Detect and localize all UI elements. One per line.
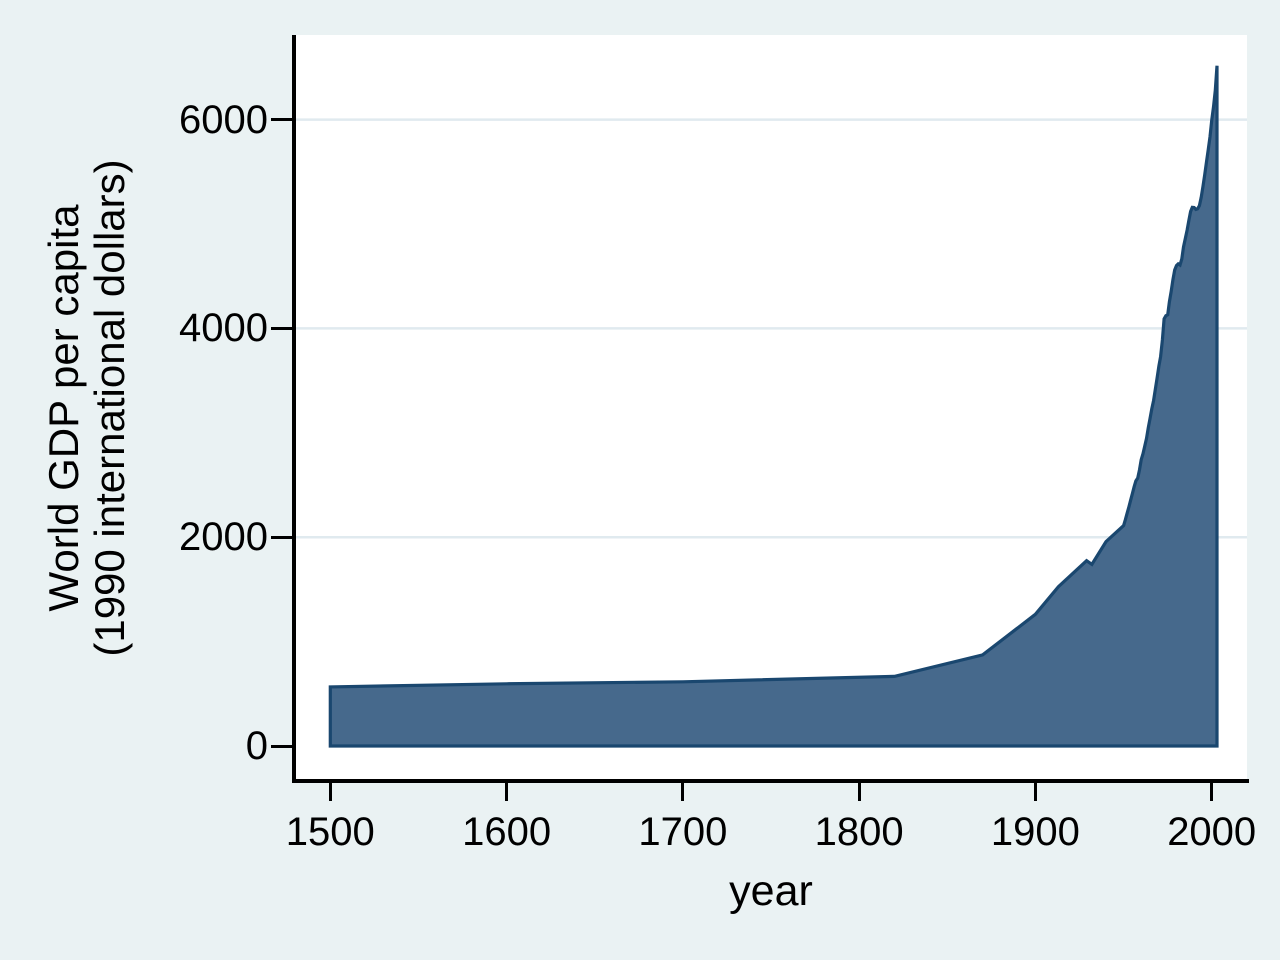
area-chart-svg bbox=[295, 65, 1247, 748]
x-tick-label: 1800 bbox=[814, 810, 904, 854]
y-axis-line bbox=[292, 35, 296, 783]
x-tick-label: 2000 bbox=[1167, 810, 1257, 854]
y-tick-mark bbox=[271, 744, 292, 748]
x-tick-mark bbox=[328, 783, 332, 801]
x-tick-label: 1500 bbox=[285, 810, 375, 854]
plot-area bbox=[295, 35, 1247, 781]
y-tick-mark bbox=[271, 535, 292, 539]
y-tick-label: 6000 bbox=[179, 97, 268, 142]
gdp-area-series bbox=[328, 65, 1219, 748]
x-tick-label: 1700 bbox=[638, 810, 728, 854]
y-tick-mark bbox=[271, 118, 292, 122]
x-tick-mark bbox=[857, 783, 861, 801]
x-tick-mark bbox=[681, 783, 685, 801]
x-tick-label: 1600 bbox=[462, 810, 552, 854]
y-axis-title: World GDP per capita (1990 international… bbox=[40, 28, 135, 788]
x-tick-mark bbox=[505, 783, 509, 801]
y-tick-label: 0 bbox=[245, 724, 268, 768]
y-tick-label: 4000 bbox=[179, 306, 268, 351]
x-tick-label: 1900 bbox=[990, 810, 1080, 854]
x-tick-mark bbox=[1210, 783, 1214, 801]
y-axis-title-line2: (1990 international dollars) bbox=[86, 159, 133, 657]
x-axis-line bbox=[292, 779, 1249, 783]
x-axis-title: year bbox=[729, 867, 813, 915]
y-tick-mark bbox=[271, 326, 292, 330]
x-tick-mark bbox=[1033, 783, 1037, 801]
y-tick-label: 2000 bbox=[179, 515, 268, 560]
y-axis-title-line1: World GDP per capita bbox=[40, 204, 87, 612]
